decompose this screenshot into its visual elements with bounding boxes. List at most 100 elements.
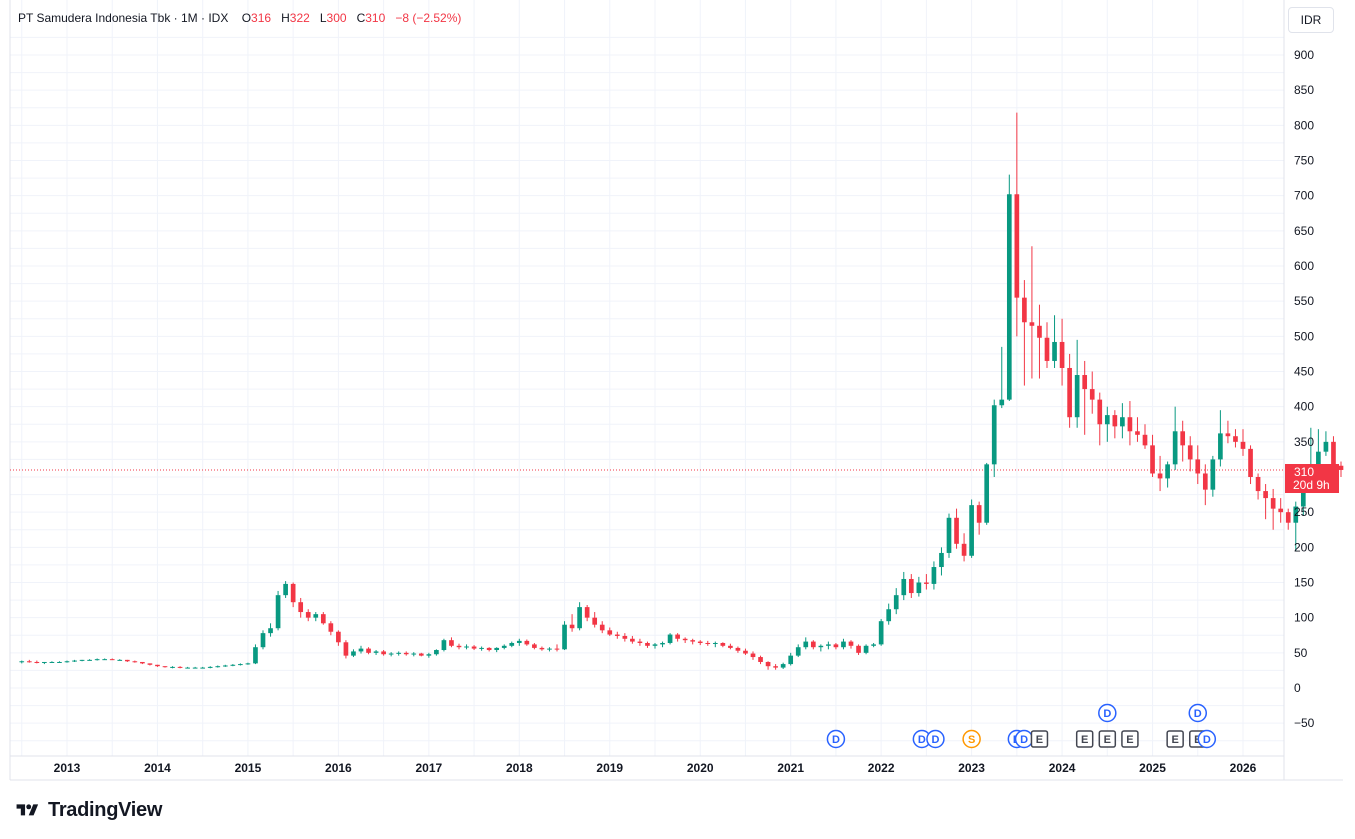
dividend-label: D	[832, 734, 840, 746]
candle-body	[207, 666, 213, 668]
candle-body	[87, 659, 92, 661]
candle-body	[637, 641, 643, 643]
candle	[1097, 392, 1103, 446]
candle	[501, 644, 507, 650]
candle	[969, 499, 974, 558]
y-tick-label: 50	[1294, 646, 1308, 660]
dividend-event-marker[interactable]: D	[1014, 729, 1034, 749]
high-label: H	[281, 11, 290, 25]
candle-body	[758, 657, 763, 662]
dividend-event-marker[interactable]: D	[826, 729, 846, 749]
candle	[841, 638, 846, 650]
candle-body	[999, 399, 1005, 406]
split-badge	[962, 729, 981, 749]
candle	[1082, 360, 1088, 435]
candle-body	[124, 659, 130, 662]
high-value: 322	[289, 11, 310, 25]
candle	[1285, 508, 1291, 530]
candle	[238, 663, 243, 666]
earnings-event-marker[interactable]: E	[1075, 730, 1094, 748]
symbol-name[interactable]: PT Samudera Indonesia Tbk · 1M · IDX	[18, 11, 229, 25]
candle-body	[961, 543, 967, 556]
candle	[26, 659, 32, 663]
candle	[230, 664, 236, 667]
candle-body	[147, 663, 153, 665]
y-tick-label: 150	[1294, 576, 1314, 590]
candle-body	[102, 659, 108, 661]
candle	[366, 647, 371, 655]
currency-selector[interactable]: IDR	[1288, 7, 1334, 33]
candle-body	[682, 638, 688, 641]
candle	[388, 652, 394, 657]
y-tick-label: 850	[1294, 83, 1314, 97]
earnings-event-marker[interactable]: E	[1030, 730, 1049, 748]
candle-body	[1089, 389, 1095, 400]
split-event-marker[interactable]: S	[962, 729, 981, 749]
candle	[403, 651, 409, 656]
y-tick-label: 0	[1294, 681, 1301, 695]
candle-body	[486, 647, 492, 651]
candle-body	[42, 661, 47, 663]
candle	[373, 650, 379, 655]
candle	[976, 501, 982, 535]
candle-body	[215, 666, 221, 668]
brand-name: TradingView	[48, 798, 163, 821]
candle	[939, 547, 944, 576]
dividend-label: D	[931, 734, 939, 746]
candle	[833, 642, 839, 650]
y-tick-label: 200	[1294, 540, 1314, 554]
candle-body	[230, 664, 236, 666]
candle-body	[1338, 465, 1344, 470]
candle-body	[1270, 498, 1276, 509]
candle	[1270, 488, 1276, 530]
dividend-event-marker[interactable]: D	[1188, 703, 1208, 723]
candle	[1210, 455, 1216, 497]
candle	[207, 666, 213, 669]
open-label: O	[241, 11, 252, 25]
candle	[1022, 280, 1027, 386]
earnings-event-marker[interactable]: E	[1098, 730, 1117, 748]
dividend-label: D	[1103, 708, 1111, 720]
candle-body	[260, 633, 266, 648]
y-tick-label: 400	[1294, 400, 1314, 414]
candle-body	[690, 640, 696, 642]
candle	[170, 666, 175, 669]
candle-body	[893, 595, 899, 610]
candle	[878, 619, 884, 646]
candle-body	[509, 642, 515, 646]
candle-body	[72, 660, 77, 662]
dividend-event-marker[interactable]: D	[1098, 703, 1117, 723]
earnings-event-marker[interactable]: E	[1121, 730, 1139, 748]
candle	[1029, 246, 1035, 379]
candle	[682, 637, 688, 643]
candle	[1150, 434, 1155, 477]
candle-body	[388, 653, 394, 655]
dividend-event-marker[interactable]: D	[1197, 729, 1217, 749]
candle-body	[373, 651, 379, 653]
candle	[1233, 429, 1238, 448]
low-label: L	[319, 11, 327, 25]
candle	[49, 661, 55, 663]
candle	[916, 576, 922, 597]
candle-body	[599, 624, 605, 631]
candle-body	[1029, 322, 1035, 326]
candle-body	[94, 659, 100, 661]
event-layer: DDDSDDEEDEEEDED	[826, 703, 1217, 749]
earnings-event-marker[interactable]: E	[1166, 730, 1184, 748]
dividend-label: D	[1194, 708, 1202, 720]
dividend-event-marker[interactable]: D	[926, 729, 945, 749]
candle	[283, 581, 288, 598]
candle-body	[418, 653, 424, 656]
candle-body	[1059, 341, 1065, 368]
candle-body	[743, 650, 748, 654]
candle-body	[1218, 433, 1223, 460]
candle-body	[403, 652, 409, 655]
tradingview-logo-icon	[16, 803, 39, 815]
candle	[140, 661, 145, 665]
tradingview-logo[interactable]: TradingView	[12, 798, 162, 822]
candle-body	[155, 664, 160, 667]
candle-body	[238, 664, 243, 666]
candle	[637, 638, 643, 646]
